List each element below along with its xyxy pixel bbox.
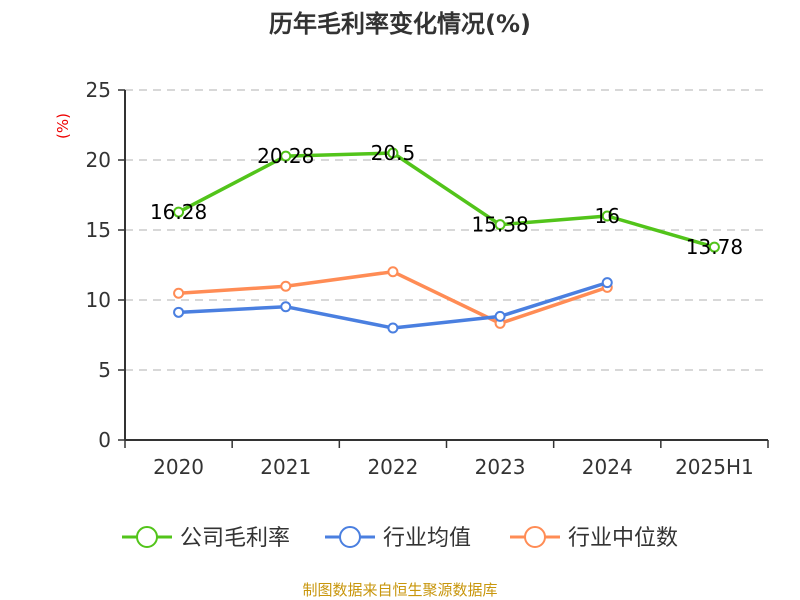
- legend-marker-icon: [339, 526, 361, 548]
- data-point: [280, 150, 292, 162]
- series-line: [178, 269, 608, 326]
- chart-title: 历年毛利率变化情况(%): [269, 10, 531, 38]
- series-line: [177, 151, 715, 249]
- data-point: [494, 310, 506, 322]
- x-tick-label: 2021: [260, 455, 311, 479]
- data-label: 13.78: [686, 235, 743, 259]
- data-point: [387, 322, 399, 334]
- legend-label: 行业均值: [383, 526, 471, 551]
- series-1: [173, 277, 613, 334]
- data-point: [173, 287, 185, 299]
- legend-item[interactable]: 行业中位数: [510, 526, 678, 551]
- x-tick-label: 2024: [582, 455, 633, 479]
- x-tick-label: 2025H1: [675, 455, 754, 479]
- x-tick-label: 2023: [475, 455, 526, 479]
- y-tick-label: 5: [98, 358, 111, 382]
- data-label: 15.38: [471, 213, 528, 237]
- data-point: [173, 306, 185, 318]
- y-tick-label: 25: [86, 78, 111, 102]
- source-note: 制图数据来自恒生聚源数据库: [302, 581, 497, 599]
- data-label: 20.5: [371, 141, 416, 165]
- legend-item[interactable]: 行业均值: [325, 526, 471, 551]
- data-label: 16: [595, 204, 620, 228]
- legend-item[interactable]: 公司毛利率: [122, 526, 290, 551]
- series-2: [173, 266, 613, 329]
- data-point: [280, 301, 292, 313]
- x-tick-label: 2022: [367, 455, 418, 479]
- data-point: [601, 277, 613, 289]
- data-point: [708, 241, 720, 253]
- y-tick-label: 10: [86, 288, 111, 312]
- y-tick-label: 20: [86, 148, 111, 172]
- y-tick-label: 0: [98, 428, 111, 452]
- legend-marker-icon: [524, 526, 546, 548]
- legend-marker-icon: [136, 526, 158, 548]
- data-point: [494, 219, 506, 231]
- series-0: 16.28 20.28 20.5 15.38 16 13.78: [150, 141, 743, 259]
- x-tick-label: 2020: [153, 455, 204, 479]
- data-point: [173, 206, 185, 218]
- data-point: [387, 266, 399, 278]
- data-point: [280, 280, 292, 292]
- legend-label: 行业中位数: [568, 526, 678, 551]
- data-point: [601, 210, 613, 222]
- data-label: 16.28: [150, 200, 207, 224]
- data-label: 20.28: [257, 144, 314, 168]
- y-axis-label: (%): [54, 113, 72, 139]
- y-tick-label: 15: [86, 218, 111, 242]
- legend-label: 公司毛利率: [180, 526, 290, 551]
- data-point: [387, 147, 399, 159]
